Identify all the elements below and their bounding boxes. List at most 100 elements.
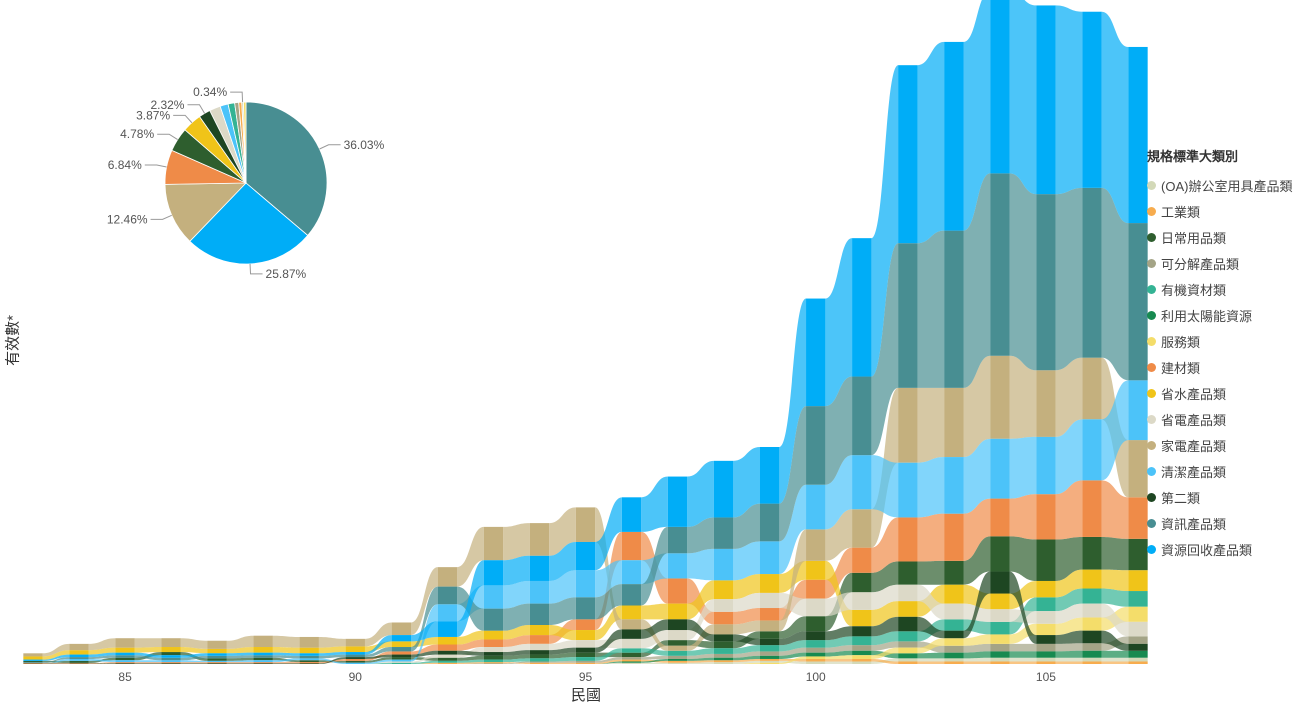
ribbon-column[interactable] [207, 655, 227, 659]
ribbon-column[interactable] [898, 641, 918, 648]
ribbon-column[interactable] [621, 657, 642, 660]
ribbon-column[interactable] [713, 634, 734, 642]
ribbon-column[interactable] [391, 635, 412, 642]
ribbon-column[interactable] [944, 630, 964, 639]
ribbon-column[interactable] [1128, 538, 1148, 571]
legend-item[interactable]: (OA)辦公室用具產品類 [1147, 172, 1305, 198]
ribbon-column[interactable] [806, 652, 826, 657]
legend-item[interactable]: 省電產品類 [1147, 406, 1305, 432]
ribbon-column[interactable] [437, 644, 458, 651]
ribbon-column[interactable] [391, 662, 412, 664]
ribbon-column[interactable] [852, 376, 872, 456]
ribbon-column[interactable] [1036, 5, 1056, 195]
ribbon-column[interactable] [898, 387, 918, 463]
ribbon-column[interactable] [207, 658, 227, 661]
ribbon-column[interactable] [437, 654, 458, 658]
ribbon-column[interactable] [713, 662, 734, 664]
ribbon-column[interactable] [667, 660, 688, 663]
ribbon-column[interactable] [759, 662, 780, 664]
ribbon-column[interactable] [898, 462, 918, 518]
ribbon-column[interactable] [898, 616, 918, 632]
ribbon-column[interactable] [437, 660, 458, 663]
ribbon-column[interactable] [299, 663, 319, 664]
ribbon-column[interactable] [437, 586, 458, 605]
ribbon-column[interactable] [1036, 194, 1056, 371]
ribbon-column[interactable] [898, 561, 918, 585]
ribbon-column[interactable] [575, 660, 596, 663]
ribbon-column[interactable] [806, 529, 826, 561]
ribbon-column[interactable] [806, 560, 826, 580]
ribbon-column[interactable] [759, 658, 780, 661]
ribbon-column[interactable] [161, 660, 181, 663]
ribbon-column[interactable] [990, 634, 1010, 644]
ribbon-column[interactable] [345, 646, 365, 653]
legend-item[interactable]: 建材類 [1147, 354, 1305, 380]
ribbon-column[interactable] [345, 652, 365, 655]
ribbon-column[interactable] [69, 643, 89, 651]
ribbon-column[interactable] [161, 662, 181, 664]
pie-slice[interactable] [245, 101, 328, 237]
ribbon-column[interactable] [990, 643, 1010, 652]
ribbon-column[interactable] [437, 567, 458, 587]
ribbon-column[interactable] [1036, 494, 1056, 540]
ribbon-column[interactable] [1128, 657, 1148, 662]
ribbon-column[interactable] [667, 655, 688, 659]
ribbon-column[interactable] [1128, 46, 1148, 224]
ribbon-column[interactable] [1082, 357, 1102, 420]
ribbon-column[interactable] [437, 636, 458, 645]
ribbon-column[interactable] [944, 619, 964, 631]
ribbon-column[interactable] [990, 657, 1010, 662]
ribbon-column[interactable] [1128, 380, 1148, 441]
ribbon-column[interactable] [391, 641, 412, 648]
ribbon-column[interactable] [944, 661, 964, 664]
ribbon-column[interactable] [944, 638, 964, 646]
ribbon-column[interactable] [115, 657, 135, 661]
ribbon-column[interactable] [1036, 370, 1056, 437]
ribbon-column[interactable] [23, 660, 43, 663]
ribbon-column[interactable] [806, 647, 826, 653]
ribbon-column[interactable] [207, 662, 227, 664]
ribbon-column[interactable] [1082, 536, 1102, 570]
ribbon-column[interactable] [69, 657, 89, 659]
ribbon-column[interactable] [1082, 569, 1102, 589]
ribbon-column[interactable] [667, 658, 688, 661]
ribbon-column[interactable] [1036, 623, 1056, 636]
ribbon-column[interactable] [1082, 419, 1102, 481]
ribbon-column[interactable] [69, 654, 89, 658]
ribbon-column[interactable] [713, 580, 734, 600]
ribbon-column[interactable] [483, 652, 504, 656]
ribbon-column[interactable] [759, 660, 780, 663]
legend-item[interactable]: 省水產品類 [1147, 380, 1305, 406]
ribbon-column[interactable] [621, 638, 642, 649]
ribbon-column[interactable] [483, 662, 504, 664]
ribbon-column[interactable] [713, 624, 734, 635]
legend-item[interactable]: 第二類 [1147, 484, 1305, 510]
ribbon-column[interactable] [391, 659, 412, 662]
ribbon-column[interactable] [667, 476, 688, 527]
ribbon-column[interactable] [1036, 661, 1056, 664]
ribbon-column[interactable] [759, 631, 780, 639]
pie-slice[interactable] [164, 182, 247, 242]
ribbon-column[interactable] [759, 608, 780, 621]
ribbon-column[interactable] [575, 507, 596, 542]
ribbon-column[interactable] [621, 629, 642, 639]
ribbon-column[interactable] [852, 645, 872, 651]
ribbon-column[interactable] [806, 579, 826, 599]
ribbon-column[interactable] [253, 635, 273, 648]
ribbon-column[interactable] [713, 611, 734, 625]
ribbon-column[interactable] [806, 631, 826, 641]
ribbon-column[interactable] [69, 660, 89, 663]
ribbon-column[interactable] [345, 660, 365, 663]
ribbon-column[interactable] [115, 663, 135, 664]
ribbon-column[interactable] [253, 647, 273, 653]
ribbon-column[interactable] [1128, 643, 1148, 651]
ribbon-column[interactable] [575, 630, 596, 641]
ribbon-column[interactable] [852, 650, 872, 656]
ribbon-column[interactable] [898, 65, 918, 244]
ribbon-column[interactable] [713, 648, 734, 654]
ribbon-column[interactable] [253, 657, 273, 661]
ribbon-column[interactable] [483, 647, 504, 653]
ribbon-column[interactable] [898, 601, 918, 617]
ribbon-column[interactable] [667, 640, 688, 646]
legend-item[interactable]: 日常用品類 [1147, 224, 1305, 250]
